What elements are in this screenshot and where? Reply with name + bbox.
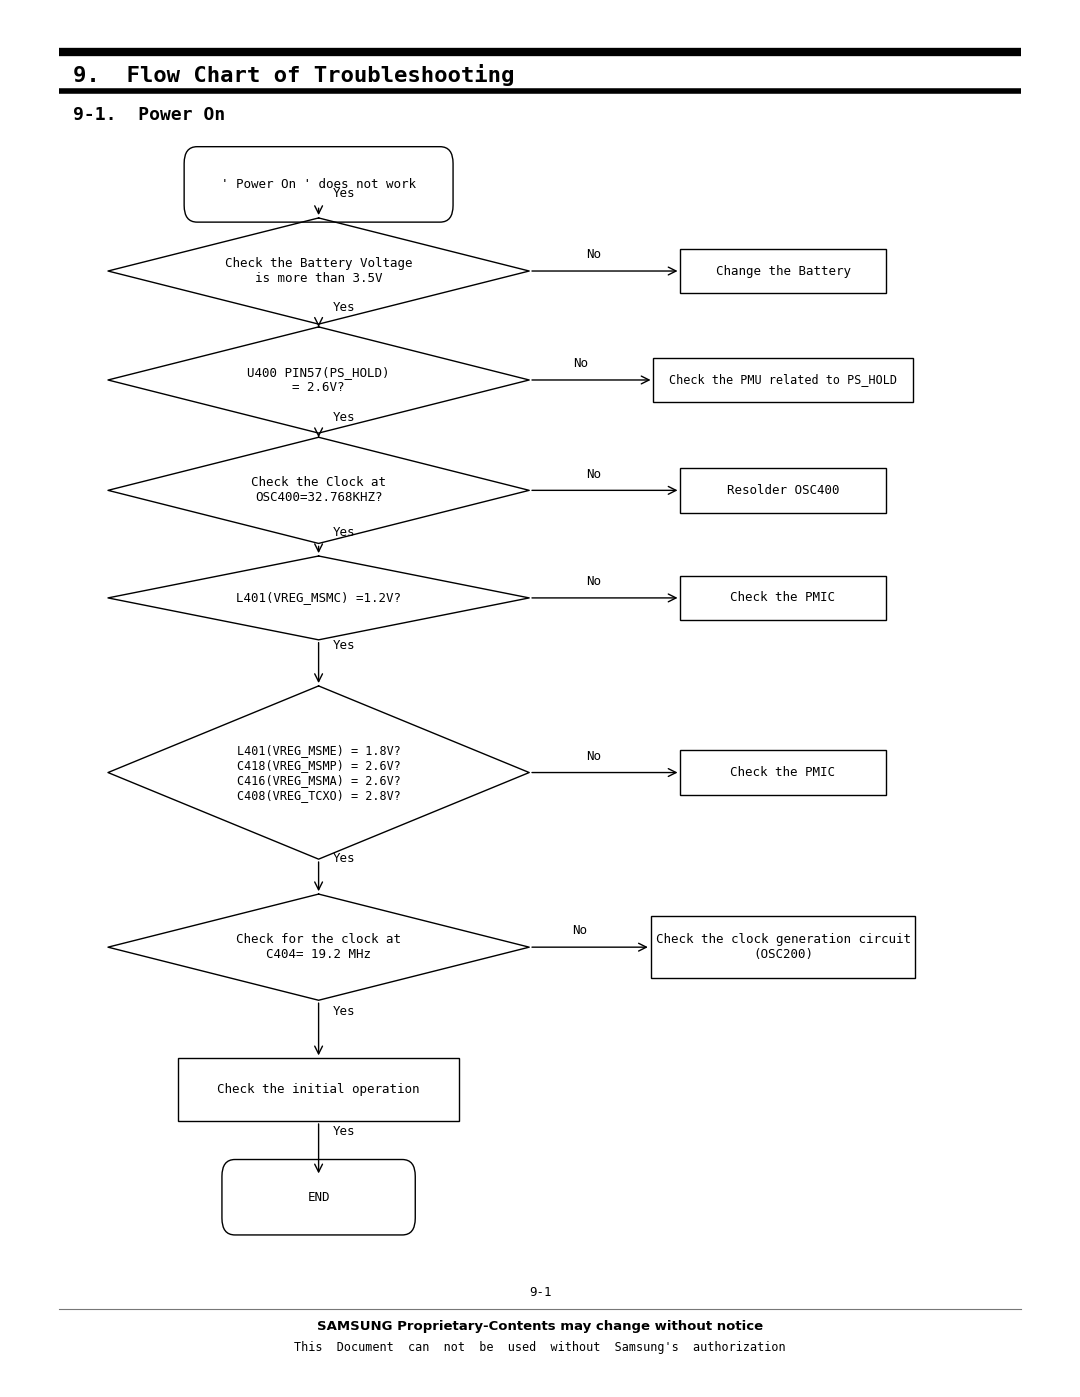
Text: Yes: Yes bbox=[333, 638, 355, 651]
Text: 9-1: 9-1 bbox=[529, 1287, 551, 1299]
Text: Check the PMU related to PS_HOLD: Check the PMU related to PS_HOLD bbox=[669, 373, 897, 387]
FancyBboxPatch shape bbox=[222, 1160, 415, 1235]
Text: This  Document  can  not  be  used  without  Samsung's  authorization: This Document can not be used without Sa… bbox=[294, 1341, 786, 1354]
Bar bbox=[653, 358, 913, 402]
Text: No: No bbox=[573, 358, 588, 370]
Text: Resolder OSC400: Resolder OSC400 bbox=[727, 483, 839, 497]
Text: Check the PMIC: Check the PMIC bbox=[730, 591, 836, 605]
Text: No: No bbox=[586, 576, 602, 588]
Text: Check the Clock at
OSC400=32.768KHZ?: Check the Clock at OSC400=32.768KHZ? bbox=[251, 476, 387, 504]
Text: Yes: Yes bbox=[333, 302, 355, 314]
Text: Yes: Yes bbox=[333, 411, 355, 425]
Text: Check the Battery Voltage
is more than 3.5V: Check the Battery Voltage is more than 3… bbox=[225, 257, 413, 285]
Bar bbox=[680, 750, 886, 795]
Bar bbox=[680, 249, 886, 293]
Text: No: No bbox=[586, 750, 602, 763]
Text: L401(VREG_MSME) = 1.8V?
C418(VREG_MSMP) = 2.6V?
C416(VREG_MSMA) = 2.6V?
C408(VRE: L401(VREG_MSME) = 1.8V? C418(VREG_MSMP) … bbox=[237, 743, 401, 802]
Text: No: No bbox=[586, 249, 602, 261]
Bar bbox=[650, 916, 916, 978]
Text: Yes: Yes bbox=[333, 1004, 355, 1018]
Bar bbox=[680, 576, 886, 620]
Text: Check the clock generation circuit
(OSC200): Check the clock generation circuit (OSC2… bbox=[656, 933, 910, 961]
Text: Change the Battery: Change the Battery bbox=[715, 264, 851, 278]
Text: SAMSUNG Proprietary-Contents may change without notice: SAMSUNG Proprietary-Contents may change … bbox=[316, 1320, 764, 1333]
Text: Yes: Yes bbox=[333, 187, 355, 200]
Text: END: END bbox=[308, 1190, 329, 1204]
Text: No: No bbox=[586, 468, 602, 481]
Text: 9.  Flow Chart of Troubleshooting: 9. Flow Chart of Troubleshooting bbox=[73, 64, 515, 87]
Text: 9-1.  Power On: 9-1. Power On bbox=[73, 106, 226, 124]
Text: No: No bbox=[571, 925, 586, 937]
Bar bbox=[178, 1059, 459, 1120]
Bar bbox=[680, 468, 886, 513]
Text: Check the initial operation: Check the initial operation bbox=[217, 1083, 420, 1097]
Text: Yes: Yes bbox=[333, 852, 355, 866]
Text: L401(VREG_MSMC) =1.2V?: L401(VREG_MSMC) =1.2V? bbox=[237, 591, 401, 605]
Text: Yes: Yes bbox=[333, 1125, 355, 1137]
Text: Yes: Yes bbox=[333, 525, 355, 538]
Text: Check for the clock at
C404= 19.2 MHz: Check for the clock at C404= 19.2 MHz bbox=[237, 933, 401, 961]
FancyBboxPatch shape bbox=[184, 147, 454, 222]
Text: Check the PMIC: Check the PMIC bbox=[730, 766, 836, 780]
Text: ' Power On ' does not work: ' Power On ' does not work bbox=[221, 177, 416, 191]
Text: U400 PIN57(PS_HOLD)
= 2.6V?: U400 PIN57(PS_HOLD) = 2.6V? bbox=[247, 366, 390, 394]
